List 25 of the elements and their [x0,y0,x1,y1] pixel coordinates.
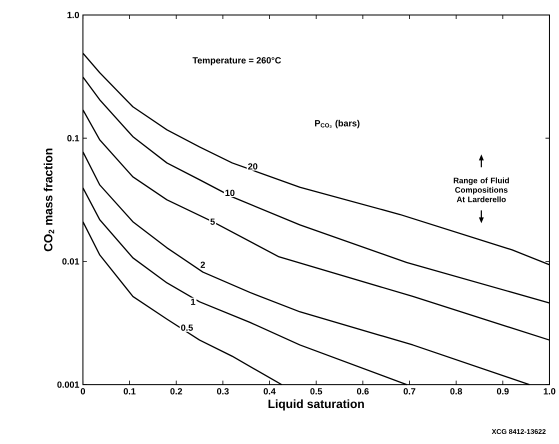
x-tick-label: 0.2 [170,388,182,395]
x-tick-label: 0.3 [217,388,229,395]
x-tick-label: 0 [80,388,86,395]
x-tick-label: 0.9 [496,388,509,395]
x-tick-label: 0.6 [356,388,369,395]
x-tick-label: 0.1 [124,388,136,395]
annotation: P$_{CO₂}$ (bars) [315,120,360,128]
y-axis-title: CO$_{2}$ mass fraction [44,148,54,252]
x-axis-title: Liquid saturation [268,400,364,411]
y-tick-label: 0.1 [67,135,80,142]
x-tick-label: 0.7 [404,388,416,395]
y-tick-label: 0.01 [62,258,80,265]
x-tick-label: 0.5 [310,388,322,395]
annotation: 0.5 [181,324,193,332]
annotation: Temperature = 260°C [192,57,282,66]
y-tick-label: 1.0 [68,12,80,18]
x-tick-label: 0.8 [450,388,462,395]
y-tick-label: 0.001 [57,382,80,388]
annotation: 10 [225,190,234,196]
annotation: 5 [210,218,215,226]
annotation: 20 [248,163,258,170]
annotation: 1 [191,298,196,306]
annotation: 2 [200,262,205,268]
x-tick-label: 0.4 [264,388,276,395]
x-tick-label: 1.0 [544,388,556,395]
